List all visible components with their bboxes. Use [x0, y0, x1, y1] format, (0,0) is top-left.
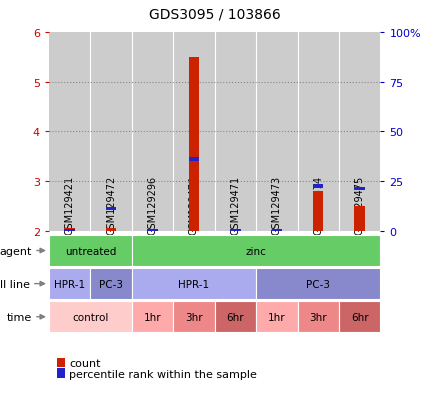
- Bar: [65, 230, 75, 233]
- Text: 3hr: 3hr: [185, 312, 203, 322]
- Text: cell line: cell line: [0, 279, 30, 289]
- Bar: [313, 185, 323, 188]
- Bar: [339, 301, 380, 332]
- Bar: [173, 301, 215, 332]
- Text: HPR-1: HPR-1: [178, 279, 210, 289]
- Bar: [189, 58, 199, 231]
- Bar: [189, 158, 199, 161]
- Bar: [49, 235, 132, 266]
- Bar: [256, 268, 380, 299]
- Bar: [106, 229, 116, 231]
- Text: zinc: zinc: [246, 246, 266, 256]
- Text: HPR-1: HPR-1: [54, 279, 85, 289]
- Text: agent: agent: [0, 246, 32, 256]
- Bar: [256, 301, 298, 332]
- Bar: [132, 268, 256, 299]
- Bar: [230, 230, 241, 233]
- Text: 6hr: 6hr: [351, 312, 368, 322]
- Bar: [132, 235, 380, 266]
- Bar: [313, 192, 323, 231]
- Bar: [354, 206, 365, 231]
- Bar: [132, 301, 173, 332]
- Bar: [354, 188, 365, 191]
- Bar: [90, 268, 132, 299]
- Text: PC-3: PC-3: [306, 279, 330, 289]
- Text: GDS3095 / 103866: GDS3095 / 103866: [149, 7, 280, 21]
- Bar: [147, 230, 158, 233]
- Bar: [65, 229, 75, 231]
- Bar: [215, 301, 256, 332]
- Text: control: control: [72, 312, 108, 322]
- Bar: [49, 301, 132, 332]
- Text: percentile rank within the sample: percentile rank within the sample: [69, 369, 257, 379]
- Text: 1hr: 1hr: [144, 312, 161, 322]
- Bar: [106, 207, 116, 211]
- Bar: [272, 230, 282, 233]
- Text: 6hr: 6hr: [227, 312, 244, 322]
- Text: count: count: [69, 358, 101, 368]
- Text: untreated: untreated: [65, 246, 116, 256]
- Text: 1hr: 1hr: [268, 312, 286, 322]
- Bar: [298, 301, 339, 332]
- Text: PC-3: PC-3: [99, 279, 123, 289]
- Text: time: time: [7, 312, 32, 322]
- Text: 3hr: 3hr: [309, 312, 327, 322]
- Bar: [49, 268, 90, 299]
